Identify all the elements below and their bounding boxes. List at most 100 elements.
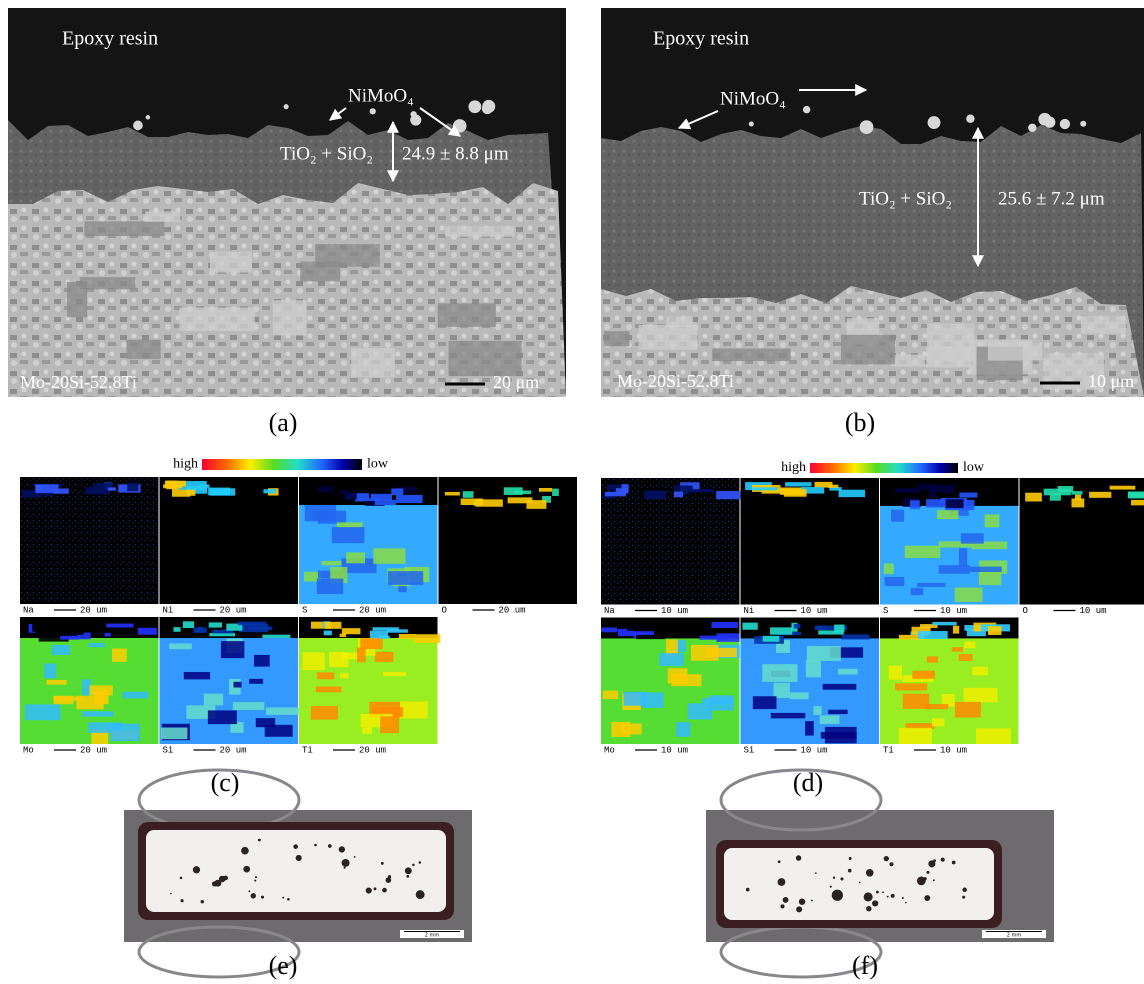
pore — [406, 875, 409, 878]
map-signal — [249, 679, 263, 684]
sample-surface — [724, 848, 994, 920]
map-signal — [762, 664, 797, 682]
pore — [781, 904, 785, 908]
scale-bar-label: 2 mm — [1007, 933, 1022, 939]
colorbar-low-label: low — [367, 457, 389, 472]
scale-layer-label: TiO₂ + SiO₂ — [280, 143, 373, 164]
map-band — [391, 488, 403, 495]
map-band — [209, 622, 222, 627]
map-signal — [805, 721, 814, 735]
map-signal — [82, 679, 91, 695]
map-band — [210, 488, 235, 495]
map-band — [601, 627, 617, 632]
pore — [374, 887, 377, 890]
colorbar — [810, 463, 958, 473]
element-label: Na — [23, 605, 34, 615]
panel-caption: (a) — [269, 408, 298, 437]
map-band — [946, 499, 964, 508]
pore — [342, 859, 350, 867]
map-signal — [123, 692, 148, 699]
map-band — [341, 490, 350, 494]
map-band — [371, 494, 392, 500]
element-label: Ni — [163, 605, 174, 615]
eds-map: Ti10 um — [880, 618, 1019, 757]
pore — [933, 879, 935, 881]
map-band — [263, 489, 276, 493]
map-band — [172, 489, 190, 497]
pore — [926, 871, 929, 874]
map-signal — [976, 728, 1011, 744]
pore — [366, 887, 372, 893]
map-band — [340, 634, 346, 637]
map-signal — [110, 724, 140, 741]
map-signal — [985, 514, 1000, 527]
oxide-particle — [1028, 124, 1036, 132]
map-band — [752, 487, 777, 490]
pore — [282, 897, 284, 899]
element-label: O — [1023, 606, 1028, 616]
map-signal — [927, 656, 938, 662]
map-signal — [90, 685, 113, 695]
sample-surface — [146, 830, 446, 912]
map-band — [929, 493, 936, 497]
map-band — [415, 634, 441, 643]
map-band — [526, 500, 546, 509]
map-band — [165, 481, 186, 487]
map-band — [636, 635, 665, 639]
pore — [258, 839, 261, 842]
scale-bar-label: 20 μm — [493, 372, 539, 392]
grain — [712, 349, 790, 362]
map-band — [198, 485, 209, 488]
map-signal — [332, 527, 365, 543]
map-signal — [771, 713, 806, 718]
map-signal — [917, 583, 945, 587]
map-scale-label: 10 um — [1080, 606, 1107, 616]
oxide-label: NiMoO₄ — [348, 85, 414, 106]
pore — [866, 869, 874, 877]
map-band — [742, 623, 757, 630]
pore — [328, 844, 332, 848]
map-signal — [357, 647, 366, 662]
pore — [412, 864, 415, 867]
map-band — [461, 499, 483, 505]
thickness-label: 24.9 ± 8.8 μm — [402, 143, 509, 164]
map-band — [688, 489, 714, 492]
grain — [315, 244, 379, 267]
map-band — [138, 628, 157, 635]
scale-bar-label: 2 mm — [425, 933, 440, 939]
map-signal — [961, 533, 984, 543]
pore — [882, 891, 884, 893]
oxide-particle — [468, 100, 481, 113]
map-band — [539, 488, 552, 492]
map-signal — [806, 660, 821, 677]
map-signal — [964, 642, 975, 649]
map-band — [463, 491, 474, 498]
pore — [405, 867, 412, 874]
map-band — [953, 626, 959, 634]
map-signal — [688, 703, 712, 719]
panel-caption: (f) — [852, 951, 878, 980]
map-signal — [54, 697, 83, 701]
oxide-particle — [860, 120, 874, 134]
grain — [893, 355, 925, 367]
grain — [449, 341, 522, 376]
map-signal — [375, 652, 394, 662]
map-band — [926, 499, 945, 507]
map-signal — [311, 706, 338, 720]
map-band — [1025, 493, 1042, 502]
panel-caption: (e) — [269, 951, 298, 980]
pore — [243, 866, 250, 873]
grain — [926, 347, 970, 367]
oxide-particle — [453, 119, 467, 133]
map-band — [32, 624, 42, 632]
map-signal — [813, 706, 821, 715]
eds-map: O 10 um — [1020, 478, 1144, 617]
colorbar — [202, 459, 362, 470]
map-signal — [885, 577, 905, 586]
pore — [815, 872, 817, 874]
eds-map: S20 um — [299, 477, 438, 616]
pore — [889, 862, 893, 866]
map-band — [1110, 486, 1136, 490]
oxide-label: NiMoO₄ — [720, 88, 786, 109]
